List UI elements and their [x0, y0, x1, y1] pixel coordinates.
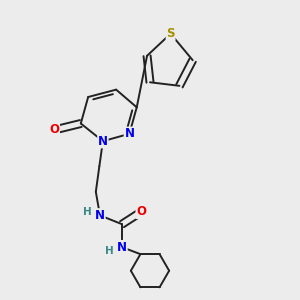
- Text: N: N: [117, 241, 127, 254]
- Text: H: H: [105, 246, 114, 256]
- Text: O: O: [136, 205, 146, 218]
- Text: S: S: [167, 27, 175, 40]
- Text: N: N: [98, 135, 108, 148]
- Text: N: N: [124, 127, 134, 140]
- Text: O: O: [49, 124, 59, 136]
- Text: H: H: [83, 207, 92, 217]
- Text: N: N: [95, 209, 105, 222]
